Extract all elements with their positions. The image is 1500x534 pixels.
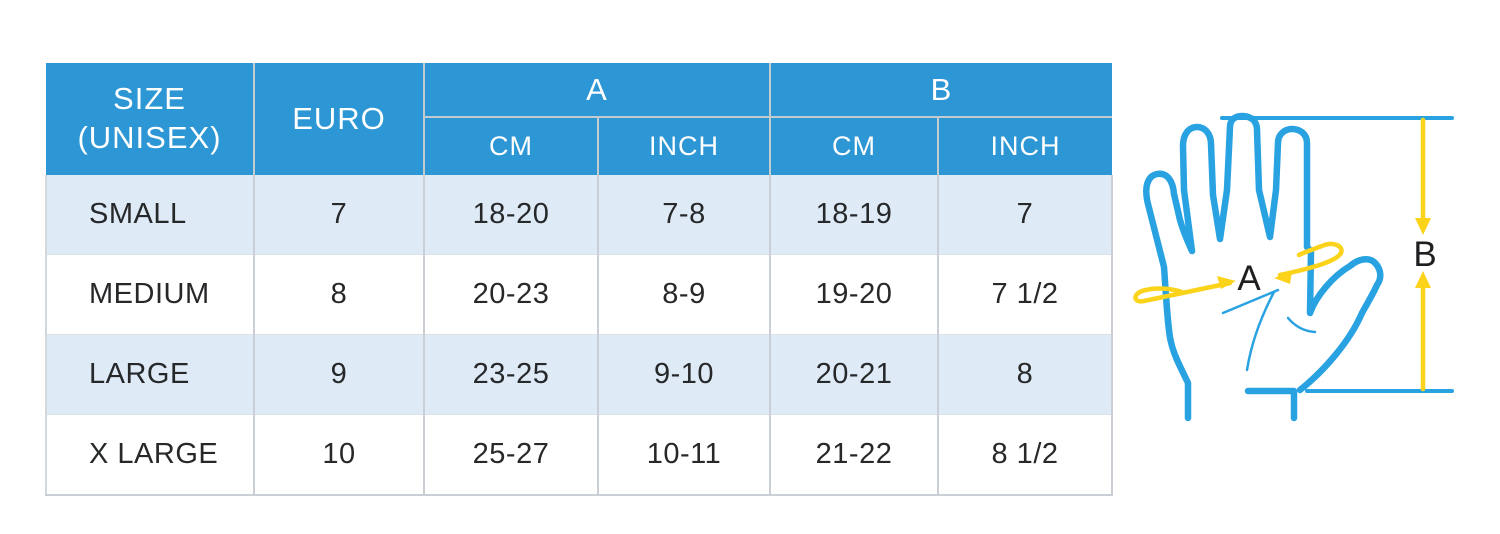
measure-a-arrowhead-left xyxy=(1217,276,1236,289)
header-size-line1: SIZE xyxy=(113,81,186,117)
cell-a-inch: 10-11 xyxy=(598,414,771,496)
cell-euro: 7 xyxy=(254,175,425,255)
cell-a-inch: 7-8 xyxy=(598,175,771,255)
header-b-cm: CM xyxy=(770,117,939,175)
header-size-line2: (UNISEX) xyxy=(77,120,222,155)
measure-a-arrows xyxy=(1133,241,1344,304)
cell-size: SMALL xyxy=(45,175,255,255)
cell-b-inch: 8 1/2 xyxy=(938,414,1113,496)
cell-b-cm: 18-19 xyxy=(770,175,939,255)
cell-euro: 9 xyxy=(254,334,425,415)
table-row-large: LARGE 9 23-25 9-10 20-21 8 xyxy=(45,334,1113,415)
cell-b-cm: 21-22 xyxy=(770,414,939,496)
cell-size: MEDIUM xyxy=(45,254,255,335)
measure-b-arrowhead-down xyxy=(1415,218,1431,235)
table-row-medium: MEDIUM 8 20-23 8-9 19-20 7 1/2 xyxy=(45,254,1113,335)
measure-b-arrow xyxy=(1415,117,1431,392)
measure-a-arrowhead-right xyxy=(1274,271,1292,284)
table-row-xlarge: X LARGE 10 25-27 10-11 21-22 8 1/2 xyxy=(45,414,1113,496)
header-a-cm: CM xyxy=(424,117,599,175)
header-a-inch: INCH xyxy=(598,117,771,175)
palm-crease-lines xyxy=(1221,288,1317,372)
size-chart-table: SIZE (UNISEX) EURO A B CM INCH CM INCH S… xyxy=(45,63,1113,496)
hand-outline xyxy=(1143,112,1384,422)
cell-a-cm: 18-20 xyxy=(424,175,599,255)
cell-a-inch: 9-10 xyxy=(598,334,771,415)
measure-a-arrow-left xyxy=(1133,280,1233,304)
cell-b-cm: 19-20 xyxy=(770,254,939,335)
cell-euro: 8 xyxy=(254,254,425,335)
hand-measurement-diagram: A B xyxy=(1133,112,1454,422)
header-size: SIZE (UNISEX) xyxy=(46,63,255,175)
measure-b-arrowhead-up xyxy=(1415,271,1431,288)
cell-euro: 10 xyxy=(254,414,425,496)
cell-b-cm: 20-21 xyxy=(770,334,939,415)
measure-a-label: A xyxy=(1237,259,1261,298)
cell-a-cm: 23-25 xyxy=(424,334,599,415)
header-euro: EURO xyxy=(254,63,425,175)
cell-size: X LARGE xyxy=(45,414,255,496)
table-row-small: SMALL 7 18-20 7-8 18-19 7 xyxy=(45,175,1113,255)
cell-size: LARGE xyxy=(45,334,255,415)
measure-a-arrow-right xyxy=(1277,241,1344,278)
cell-b-inch: 8 xyxy=(938,334,1113,415)
cell-a-cm: 25-27 xyxy=(424,414,599,496)
cell-a-inch: 8-9 xyxy=(598,254,771,335)
header-group-b: B xyxy=(770,63,1112,118)
cell-b-inch: 7 1/2 xyxy=(938,254,1113,335)
measure-b-label: B xyxy=(1413,235,1436,274)
cell-b-inch: 7 xyxy=(938,175,1113,255)
header-b-inch: INCH xyxy=(938,117,1112,175)
cell-a-cm: 20-23 xyxy=(424,254,599,335)
header-group-a: A xyxy=(424,63,771,118)
